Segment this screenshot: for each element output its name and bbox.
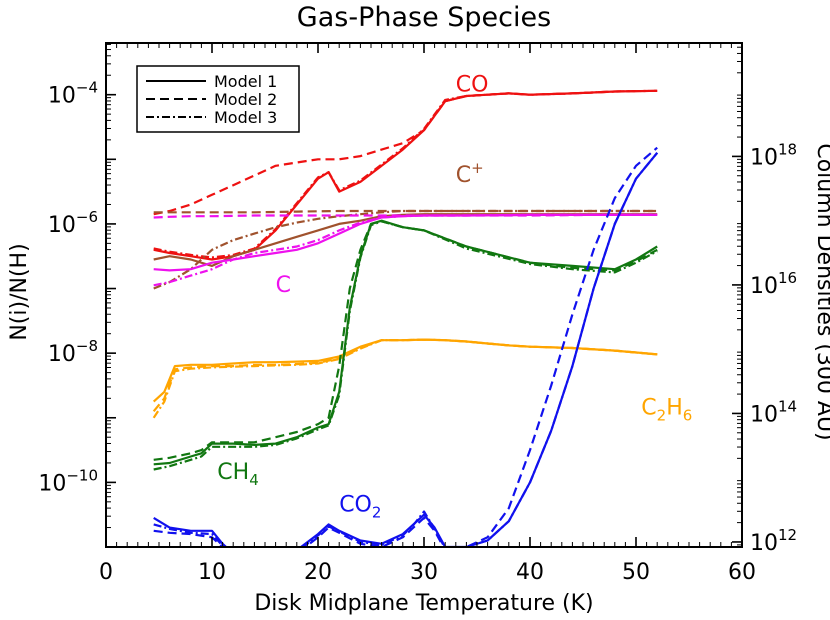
- y2-tick-exponent: 16: [778, 269, 797, 287]
- y-tick-base: 10: [48, 213, 76, 238]
- series-line-ch4-model-3: [153, 220, 658, 471]
- series-line-c-model-3: [153, 213, 658, 287]
- y2-axis-label: Column Densities (300 AU): [812, 143, 830, 440]
- species-label-part: C: [641, 396, 656, 421]
- plot-frame: [105, 42, 743, 548]
- series-line-c2h6-model-3: [152, 338, 658, 419]
- y2-tick-label: 1014: [750, 397, 797, 427]
- species-label-co2: CO2: [339, 493, 381, 522]
- y2-tick-label: 1016: [750, 269, 797, 299]
- series-line-c-model-3: [153, 209, 658, 290]
- x-tick-label: 40: [516, 560, 544, 585]
- x-tick-label: 30: [410, 560, 438, 585]
- y2-tick-base: 10: [750, 402, 778, 427]
- legend-label-model-3: Model 3: [214, 108, 277, 127]
- series-line-c-model-1: [153, 213, 658, 272]
- chart-title: Gas-Phase Species: [297, 2, 551, 33]
- y-tick-exponent: −4: [76, 79, 98, 97]
- series-line-co-model-2: [153, 89, 658, 216]
- species-label-part: C: [456, 163, 471, 188]
- y2-tick-exponent: 12: [778, 526, 797, 544]
- series-line-co2-model-2: [153, 146, 658, 547]
- y-tick-exponent: −10: [66, 466, 98, 484]
- y-tick-base: 10: [48, 342, 76, 367]
- species-label-co: CO: [456, 73, 489, 98]
- species-label-part: H: [666, 396, 683, 421]
- y2-tick-label: 1012: [750, 526, 797, 556]
- series-line-co2-model-3: [153, 152, 659, 547]
- series-line-co-model-3: [153, 89, 658, 259]
- series-line-c2h6-model-2: [152, 338, 658, 412]
- y2-tick-label: 1018: [750, 140, 797, 170]
- series-line-c-model-1: [153, 213, 658, 267]
- y-tick-label: 10−6: [48, 208, 98, 238]
- y-tick-label: 10−10: [38, 466, 98, 496]
- x-tick-label: 50: [622, 560, 650, 585]
- series-line-ch4-model-2: [153, 220, 658, 461]
- species-label-part: 6: [683, 407, 693, 425]
- x-tick-label: 0: [99, 560, 113, 585]
- x-tick-label: 10: [198, 560, 226, 585]
- series-line-c-model-2: [153, 209, 658, 214]
- species-label-part: 4: [249, 471, 259, 489]
- legend-label-model-1: Model 1: [214, 72, 277, 91]
- species-label-cplus: C+: [456, 159, 484, 188]
- x-tick-label: 20: [304, 560, 332, 585]
- y-tick-label: 10−4: [48, 79, 98, 109]
- species-label-part: 2: [372, 504, 382, 522]
- axis-ticks: 0 10 20 30 40 50 6010−1010−810−610−41012101410…: [38, 43, 797, 585]
- y2-tick-exponent: 14: [778, 397, 797, 415]
- species-label-part: CH: [217, 460, 249, 485]
- y-tick-base: 10: [38, 471, 66, 496]
- series-line-c2h6-model-1: [152, 338, 658, 403]
- species-label-part: +: [471, 159, 484, 177]
- species-label-part: CO: [339, 493, 372, 518]
- y-axis-label: N(i)/N(H): [7, 243, 32, 340]
- y-tick-label: 10−8: [48, 337, 98, 367]
- legend-label-model-2: Model 2: [214, 90, 277, 109]
- species-label-part: 2: [657, 407, 667, 425]
- y-tick-base: 10: [48, 84, 76, 109]
- series-line-c-model-2: [153, 213, 658, 219]
- series-layer: [152, 89, 659, 547]
- species-label-part: CO: [456, 73, 489, 98]
- y2-tick-base: 10: [750, 274, 778, 299]
- y2-tick-base: 10: [750, 531, 778, 556]
- x-axis-label: Disk Midplane Temperature (K): [254, 591, 593, 616]
- species-label-c2h6: C2H6: [641, 396, 692, 425]
- y-tick-exponent: −6: [76, 208, 98, 226]
- y2-tick-base: 10: [750, 145, 778, 170]
- species-label-ch4: CH4: [217, 460, 258, 489]
- species-label-part: C: [276, 273, 291, 298]
- x-tick-label: 60: [728, 560, 756, 585]
- y2-tick-exponent: 18: [778, 140, 797, 158]
- y-tick-exponent: −8: [76, 337, 98, 355]
- species-label-c: C: [276, 273, 291, 298]
